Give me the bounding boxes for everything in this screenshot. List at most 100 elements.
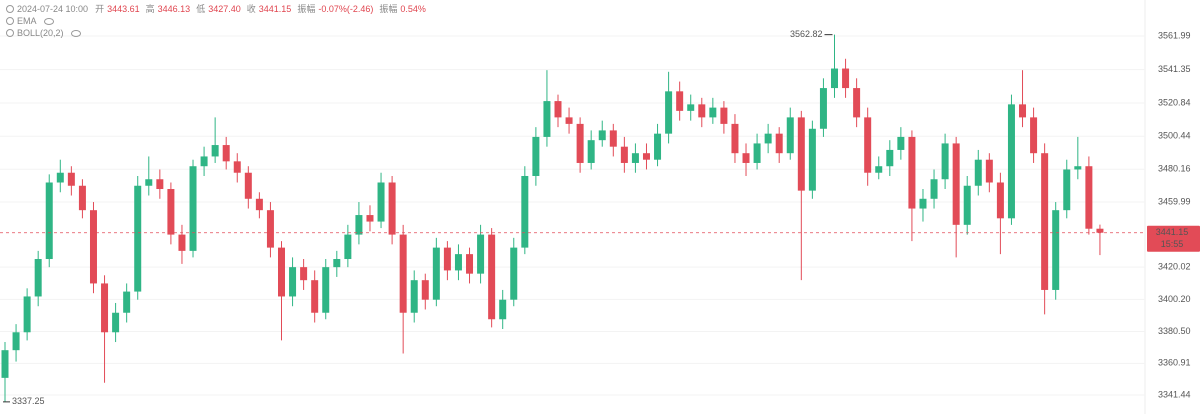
candle-body <box>786 117 794 154</box>
candle-body <box>23 296 31 333</box>
candle-body <box>1019 104 1027 118</box>
datetime: 2024-07-24 10:00 <box>17 4 89 14</box>
candle-body <box>620 146 628 163</box>
indicator-row: EMA <box>6 15 429 27</box>
candle-body <box>554 101 562 118</box>
candle-body <box>808 128 816 191</box>
candle-body <box>642 153 650 160</box>
indicator-row: BOLL(20,2) <box>6 27 429 39</box>
candle-body <box>189 166 197 251</box>
legend-header: 2024-07-24 10:00 开 3443.61 高 3446.13 低 3427.40… <box>6 3 429 39</box>
candle-body <box>134 185 142 292</box>
candle-body <box>266 210 274 248</box>
candle-body <box>244 172 252 199</box>
indicator-name: EMA <box>17 16 37 26</box>
visibility-icon[interactable] <box>70 29 81 37</box>
candle-body <box>233 161 241 173</box>
candle-body <box>311 280 319 313</box>
candle-body <box>399 234 407 313</box>
candle-body <box>432 247 440 300</box>
candle-body <box>720 107 728 124</box>
candle-body <box>1052 210 1060 290</box>
candle-body <box>1085 166 1093 229</box>
candle-body <box>156 179 164 190</box>
y-tick-label: 3459.99 <box>1158 196 1191 206</box>
ohlc-value: 3427.40 <box>208 4 241 14</box>
ohlc-label: 开 <box>95 4 105 14</box>
candle-body <box>1074 166 1082 170</box>
candle-body <box>388 182 396 235</box>
candle-body <box>322 267 330 313</box>
ohlc-value: 0.54% <box>400 4 426 14</box>
candle-body <box>919 198 927 209</box>
candle-body <box>300 267 308 281</box>
candle-body <box>952 143 960 225</box>
candle-body <box>344 234 352 260</box>
ohlc-label: 振幅 <box>297 4 316 14</box>
candle-body <box>985 159 993 183</box>
candle-body <box>1007 104 1015 219</box>
candle-body <box>941 143 949 180</box>
last-price-box <box>1147 225 1200 252</box>
candle-body <box>875 166 883 173</box>
candle-body <box>410 280 418 313</box>
ohlc-label: 收 <box>246 4 256 14</box>
candle-body <box>499 299 507 320</box>
y-tick-label: 3500.44 <box>1158 131 1191 141</box>
candle-body <box>67 172 75 186</box>
candle-body <box>477 234 485 274</box>
candle-body <box>1096 228 1104 233</box>
candle-body <box>366 215 374 222</box>
candle-body <box>101 283 109 333</box>
collapse-icon[interactable] <box>6 17 14 25</box>
min-label: 3337.25 <box>12 396 45 406</box>
candle-body <box>200 156 208 167</box>
y-tick-label: 3480.16 <box>1158 164 1191 174</box>
candle-body <box>355 215 363 235</box>
candle-body <box>443 247 451 271</box>
candle-body <box>974 159 982 186</box>
y-tick-label: 3380.50 <box>1158 326 1191 336</box>
y-tick-label: 3561.99 <box>1158 30 1191 40</box>
candle-body <box>421 280 429 300</box>
candle-body <box>864 117 872 173</box>
candle-body <box>665 91 673 134</box>
ohlc-label: 振幅 <box>379 4 398 14</box>
candle-body <box>56 172 64 183</box>
indicator-name: BOLL(20,2) <box>17 28 64 38</box>
candle-body <box>609 130 617 147</box>
candle-body <box>89 210 97 284</box>
candle-body <box>654 133 662 160</box>
candle-body <box>897 136 905 150</box>
candle-body <box>1041 153 1049 290</box>
candle-body <box>764 133 772 144</box>
candle-body <box>45 182 53 260</box>
visibility-icon[interactable] <box>43 17 54 25</box>
candle-body <box>167 189 175 235</box>
countdown: 15:55 <box>1161 239 1184 249</box>
candle-body <box>34 259 42 297</box>
last-price-label: 3441.15 <box>1156 227 1189 237</box>
candle-body <box>466 254 474 274</box>
candle-body <box>775 133 783 154</box>
candle-body <box>521 175 529 248</box>
candle-body <box>145 179 153 186</box>
candle-body <box>377 182 385 222</box>
candle-body <box>543 101 551 137</box>
candle-body <box>698 104 706 118</box>
ohlc-value: -0.07%(-2.46) <box>318 4 374 14</box>
candle-body <box>709 107 717 118</box>
candle-body <box>532 136 540 176</box>
y-tick-label: 3420.02 <box>1158 261 1191 271</box>
ohlc-label: 高 <box>145 4 155 14</box>
candle-body <box>178 234 186 251</box>
ohlc-row: 2024-07-24 10:00 开 3443.61 高 3446.13 低 3427.40… <box>6 3 429 15</box>
collapse-icon[interactable] <box>6 5 14 13</box>
candle-body <box>211 145 219 157</box>
collapse-icon[interactable] <box>6 29 14 37</box>
candle-body <box>598 130 606 141</box>
candle-body <box>819 88 827 129</box>
candle-body <box>289 267 297 297</box>
